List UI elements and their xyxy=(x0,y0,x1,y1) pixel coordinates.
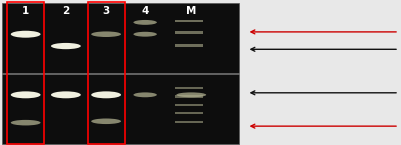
Text: 4: 4 xyxy=(142,6,149,16)
Text: 2: 2 xyxy=(62,6,69,16)
Bar xyxy=(175,44,203,47)
Ellipse shape xyxy=(51,91,81,98)
Bar xyxy=(87,2,125,144)
Bar xyxy=(175,87,203,89)
Ellipse shape xyxy=(11,31,41,38)
Ellipse shape xyxy=(134,20,157,25)
Ellipse shape xyxy=(176,92,206,97)
Ellipse shape xyxy=(91,91,121,98)
Bar xyxy=(175,96,203,98)
Bar xyxy=(175,120,203,123)
Bar xyxy=(175,20,203,22)
Text: 1: 1 xyxy=(22,6,29,16)
Bar xyxy=(2,3,239,72)
Bar xyxy=(175,112,203,114)
Ellipse shape xyxy=(134,92,157,97)
Ellipse shape xyxy=(134,32,157,37)
Bar xyxy=(175,104,203,106)
Bar xyxy=(7,2,44,144)
Text: 3: 3 xyxy=(103,6,110,16)
Ellipse shape xyxy=(51,43,81,49)
Ellipse shape xyxy=(91,118,121,124)
Bar xyxy=(175,31,203,34)
Bar xyxy=(2,74,239,144)
Ellipse shape xyxy=(91,31,121,37)
Ellipse shape xyxy=(11,120,41,125)
Text: M: M xyxy=(186,6,196,16)
Ellipse shape xyxy=(11,91,41,98)
